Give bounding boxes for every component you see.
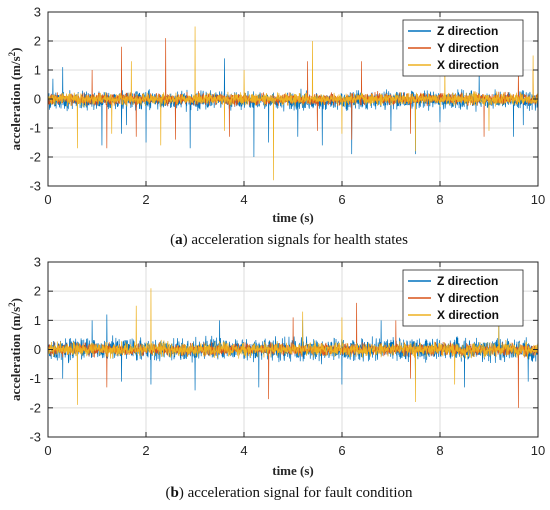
legend-label: Z direction <box>437 274 498 288</box>
x-axis-label: time (s) <box>272 463 314 478</box>
legend: Z direction Y direction X direction <box>402 269 524 327</box>
y-tick-label: -1 <box>29 121 41 136</box>
x-tick-label: 2 <box>142 443 149 458</box>
x-tick-label: 8 <box>436 443 443 458</box>
x-tick-label: 0 <box>44 443 51 458</box>
figure-caption: (b) acceleration signal for fault condit… <box>165 485 413 501</box>
y-tick-label: 3 <box>34 255 41 270</box>
series-line-x-direction <box>48 26 538 181</box>
y-tick-label: 3 <box>34 5 41 20</box>
x-tick-label: 0 <box>44 192 51 207</box>
y-tick-label: -2 <box>29 150 41 165</box>
x-axis-label: time (s) <box>272 210 314 225</box>
x-tick-label: 4 <box>240 192 247 207</box>
legend-label: Y direction <box>437 41 499 55</box>
y-tick-label: -2 <box>29 400 41 415</box>
y-tick-label: 0 <box>34 92 41 107</box>
y-axis-label: acceleration (m/s2) <box>7 298 23 401</box>
y-tick-label: -3 <box>29 430 41 445</box>
series-line-x-direction <box>48 288 538 405</box>
y-tick-label: -3 <box>29 179 41 194</box>
y-tick-label: 1 <box>34 313 41 328</box>
legend: Z direction Y direction X direction <box>402 19 524 77</box>
chart-panel-2: 0 2 4 6 8 10 -3 -2 -1 0 1 2 3 time (s) acceleration (m… <box>7 255 545 502</box>
legend-label: Y direction <box>437 291 499 305</box>
x-tick-label: 6 <box>338 443 345 458</box>
y-tick-label: 2 <box>34 34 41 49</box>
y-axis-label: acceleration (m/s2) <box>7 47 23 150</box>
y-tick-label: 0 <box>34 342 41 357</box>
y-tick-label: -1 <box>29 371 41 386</box>
x-tick-label: 10 <box>531 443 545 458</box>
x-tick-label: 2 <box>142 192 149 207</box>
y-tick-label: 1 <box>34 63 41 78</box>
x-tick-label: 8 <box>436 192 443 207</box>
figure-caption: (a) acceleration signals for health stat… <box>170 232 408 248</box>
legend-label: Z direction <box>437 24 498 38</box>
chart-panel-1: 0 2 4 6 8 10 -3 -2 -1 0 1 2 3 time (s) acceleration (m… <box>7 5 545 249</box>
y-tick-label: 2 <box>34 284 41 299</box>
legend-label: X direction <box>437 58 499 72</box>
legend-label: X direction <box>437 308 499 322</box>
x-tick-label: 6 <box>338 192 345 207</box>
x-tick-label: 4 <box>240 443 247 458</box>
series-line-y-direction <box>48 38 538 149</box>
x-tick-label: 10 <box>531 192 545 207</box>
